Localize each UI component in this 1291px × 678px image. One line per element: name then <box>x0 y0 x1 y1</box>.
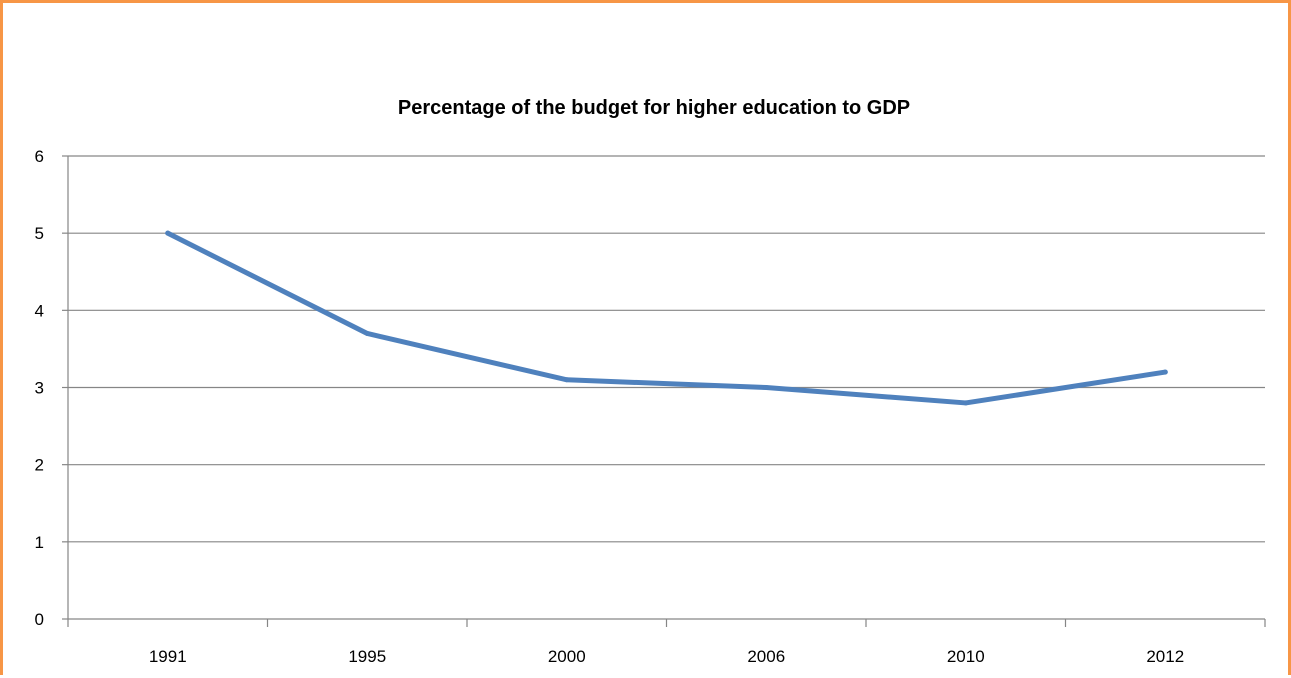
data-point <box>165 230 171 236</box>
series-layer <box>165 230 1168 406</box>
gridlines <box>68 155 1265 543</box>
y-tick-label: 0 <box>35 610 44 629</box>
x-tick-label: 2006 <box>747 647 785 666</box>
data-point <box>1162 369 1168 375</box>
y-axis-ticks: 0 1 2 3 4 5 6 <box>35 147 68 629</box>
data-point <box>963 400 969 406</box>
y-tick-label: 3 <box>35 379 44 398</box>
x-tick-label: 1995 <box>348 647 386 666</box>
x-tick-label: 2012 <box>1146 647 1184 666</box>
x-tick-label: 2000 <box>548 647 586 666</box>
y-tick-label: 2 <box>35 456 44 475</box>
data-point <box>364 330 370 336</box>
data-point <box>763 385 769 390</box>
chart-title: Percentage of the budget for higher educ… <box>398 97 910 119</box>
series-line <box>165 230 1168 406</box>
y-tick-label: 5 <box>35 224 44 243</box>
x-tick-label: 2010 <box>947 647 985 666</box>
y-tick-label: 6 <box>35 147 44 166</box>
data-point <box>564 377 570 383</box>
y-tick-label: 1 <box>35 533 44 552</box>
x-tick-label: 1991 <box>149 647 187 666</box>
y-tick-label: 4 <box>35 301 44 320</box>
x-axis-ticks: 1991 1995 2000 2006 2010 2012 <box>67 619 1266 666</box>
line-chart: Percentage of the budget for higher educ… <box>35 97 1266 666</box>
